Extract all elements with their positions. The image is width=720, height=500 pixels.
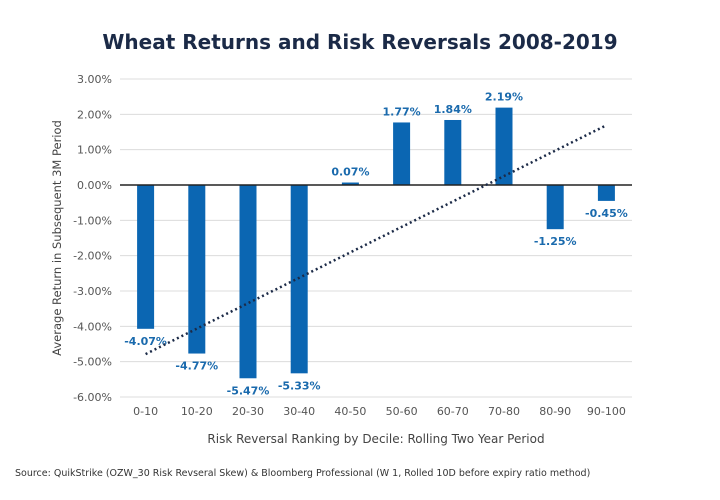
x-tick-label: 60-70 [437,405,469,418]
bar [546,185,564,230]
data-label: 1.77% [383,105,421,118]
data-label: -5.47% [227,384,270,397]
data-label: 0.07% [331,166,369,179]
data-label: -4.77% [175,360,218,373]
y-tick-label: -1.00% [73,214,112,227]
y-tick-label: -4.00% [73,320,112,333]
x-tick-label: 0-10 [133,405,158,418]
source-note: Source: QuikStrike (OZW_30 Risk Revseral… [15,468,591,479]
data-label: -0.45% [585,207,628,220]
y-tick-label: 2.00% [77,108,112,121]
y-tick-label: -6.00% [73,391,112,404]
y-tick-label: -3.00% [73,285,112,298]
y-tick-label: -2.00% [73,250,112,263]
x-axis-title: Risk Reversal Ranking by Decile: Rolling… [207,432,544,446]
x-tick-label: 40-50 [334,405,366,418]
x-tick-label: 70-80 [488,405,520,418]
x-tick-label: 50-60 [386,405,418,418]
chart-title: Wheat Returns and Risk Reversals 2008-20… [102,30,618,54]
data-label: -5.33% [278,379,321,392]
x-tick-label: 90-100 [587,405,626,418]
data-label: 1.84% [434,103,472,116]
bar [341,182,359,185]
bar [188,185,206,354]
data-label: -1.25% [534,235,577,248]
bar [239,185,257,379]
x-tick-label: 10-20 [181,405,213,418]
y-tick-label: 0.00% [77,179,112,192]
x-tick-label: 30-40 [283,405,315,418]
x-tick-label: 80-90 [539,405,571,418]
x-tick-label: 20-30 [232,405,264,418]
trendline [145,124,607,356]
bar [393,122,411,185]
data-label: 2.19% [485,91,523,104]
bar [495,107,513,185]
data-label: -4.07% [124,335,167,348]
y-tick-label: 1.00% [77,144,112,157]
y-axis-title: Average Return in Subsequent 3M Period [50,120,64,356]
y-tick-label: -5.00% [73,356,112,369]
bar [444,119,462,185]
y-tick-label: 3.00% [77,73,112,86]
bar [137,185,155,329]
bar [597,185,615,201]
